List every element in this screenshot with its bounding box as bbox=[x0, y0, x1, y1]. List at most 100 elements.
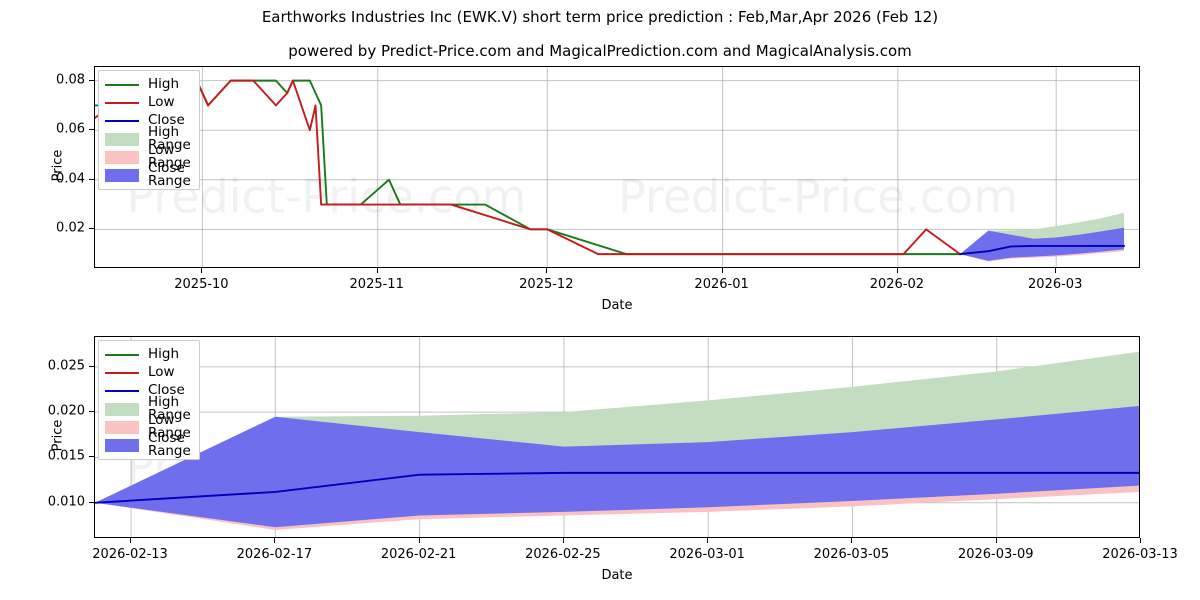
y-tick-label: 0.08 bbox=[56, 72, 85, 88]
lower-chart-legend[interactable]: High Low Close High Range Low Range Close Ran… bbox=[98, 340, 200, 460]
swatch bbox=[105, 119, 139, 123]
x-tick-mark bbox=[851, 538, 853, 543]
swatch bbox=[105, 371, 139, 375]
y-tick-label: 0.010 bbox=[47, 494, 85, 510]
legend-label: Close bbox=[148, 112, 185, 129]
x-tick-label: 2026-02-13 bbox=[92, 547, 168, 562]
x-tick-label: 2026-03-01 bbox=[669, 547, 745, 562]
swatch bbox=[105, 83, 139, 87]
x-tick-label: 2026-03-09 bbox=[957, 547, 1034, 562]
band-close-range bbox=[95, 406, 1139, 528]
legend-item-high[interactable]: High bbox=[105, 76, 191, 94]
legend-patch-swatch bbox=[105, 132, 139, 146]
x-tick-mark bbox=[1055, 268, 1057, 273]
legend-label: High Range bbox=[148, 393, 191, 423]
band-high-range bbox=[95, 351, 1139, 503]
y-tick-mark bbox=[89, 129, 94, 131]
band-close-range bbox=[960, 227, 1125, 261]
x-tick-mark bbox=[721, 268, 723, 273]
x-tick-label: 2025-10 bbox=[174, 277, 229, 292]
swatch bbox=[105, 353, 139, 357]
legend-item-close[interactable]: Close bbox=[105, 382, 191, 400]
series-close bbox=[959, 245, 1125, 256]
y-tick-label: 0.04 bbox=[56, 171, 85, 187]
legend-line-swatch bbox=[105, 114, 139, 128]
legend-item-low[interactable]: Low bbox=[105, 364, 191, 382]
svg-text:Predict-Price.com: Predict-Price.com bbox=[618, 169, 1018, 223]
x-tick-label: 2026-02-17 bbox=[236, 547, 313, 562]
legend-item-high[interactable]: High bbox=[105, 346, 191, 364]
legend-item-high-range[interactable]: High Range bbox=[105, 395, 191, 422]
series-low bbox=[95, 79, 962, 256]
legend-label: Low bbox=[148, 94, 175, 111]
x-tick-mark bbox=[995, 538, 997, 543]
legend-label: Close Range bbox=[148, 429, 191, 459]
legend-label: Low Range bbox=[148, 411, 191, 441]
legend-label: High Range bbox=[148, 123, 191, 153]
y-tick-mark bbox=[89, 411, 94, 413]
upper-x-axis-label: Date bbox=[601, 298, 633, 313]
swatch bbox=[105, 150, 139, 164]
swatch bbox=[105, 420, 139, 434]
x-tick-label: 2026-02-21 bbox=[380, 547, 457, 562]
x-tick-mark bbox=[707, 538, 709, 543]
legend-label: Close Range bbox=[148, 159, 191, 189]
legend-label: Low bbox=[148, 364, 175, 381]
legend-patch-swatch bbox=[105, 420, 139, 434]
legend-line-swatch bbox=[105, 348, 139, 362]
page-subtitle: powered by Predict-Price.com and Magical… bbox=[288, 42, 912, 60]
legend-patch-swatch bbox=[105, 168, 139, 182]
legend-item-high-range[interactable]: High Range bbox=[105, 125, 191, 152]
y-tick-mark bbox=[89, 228, 94, 230]
y-tick-label: 0.020 bbox=[47, 403, 85, 419]
y-tick-label: 0.025 bbox=[47, 358, 85, 374]
legend-label: High bbox=[148, 346, 180, 363]
series-close bbox=[95, 471, 1139, 504]
x-tick-mark bbox=[546, 268, 548, 273]
swatch bbox=[105, 132, 139, 146]
x-tick-label: 2026-02-25 bbox=[525, 547, 601, 562]
x-tick-mark bbox=[896, 268, 898, 273]
y-tick-label: 0.015 bbox=[47, 448, 85, 464]
legend-line-swatch bbox=[105, 78, 139, 92]
legend-label: Close bbox=[148, 382, 185, 399]
page-title: Earthworks Industries Inc (EWK.V) short … bbox=[261, 8, 939, 26]
swatch bbox=[105, 389, 139, 393]
lower-x-axis-label: Date bbox=[601, 568, 633, 583]
band-high-range bbox=[960, 212, 1125, 255]
swatch bbox=[105, 438, 139, 452]
y-tick-mark bbox=[89, 456, 94, 458]
legend-patch-swatch bbox=[105, 402, 139, 416]
legend-item-low-range[interactable]: Low Range bbox=[105, 143, 191, 170]
legend-patch-swatch bbox=[105, 438, 139, 452]
x-tick-label: 2026-02 bbox=[869, 277, 925, 292]
x-tick-label: 2026-01 bbox=[694, 277, 749, 292]
y-tick-mark bbox=[89, 178, 94, 180]
legend-line-swatch bbox=[105, 384, 139, 398]
legend-line-swatch bbox=[105, 366, 139, 380]
legend-item-close-range[interactable]: Close Range bbox=[105, 431, 191, 458]
upper-plot-area: Predict-Price.com Predict-Price.com bbox=[94, 66, 1140, 268]
y-tick-label: 0.06 bbox=[56, 121, 85, 137]
legend-item-close-range[interactable]: Close Range bbox=[105, 161, 191, 188]
lower-y-axis-label: Price bbox=[50, 419, 66, 452]
y-tick-mark bbox=[89, 501, 94, 503]
legend-item-close[interactable]: Close bbox=[105, 112, 191, 130]
x-tick-mark bbox=[418, 538, 420, 543]
legend-patch-swatch bbox=[105, 150, 139, 164]
upper-chart-legend[interactable]: High Low Close High Range Low Range Close Ran… bbox=[98, 70, 200, 190]
legend-label: Low Range bbox=[148, 141, 191, 171]
legend-item-low-range[interactable]: Low Range bbox=[105, 413, 191, 440]
swatch bbox=[105, 402, 139, 416]
x-tick-mark bbox=[130, 538, 132, 543]
x-tick-mark bbox=[201, 268, 203, 273]
legend-label: High bbox=[148, 76, 180, 93]
x-tick-mark bbox=[562, 538, 564, 543]
x-tick-label: 2026-03 bbox=[1028, 277, 1083, 292]
legend-item-low[interactable]: Low bbox=[105, 94, 191, 112]
swatch bbox=[105, 168, 139, 182]
y-tick-mark bbox=[89, 365, 94, 367]
x-tick-mark bbox=[1140, 538, 1141, 543]
